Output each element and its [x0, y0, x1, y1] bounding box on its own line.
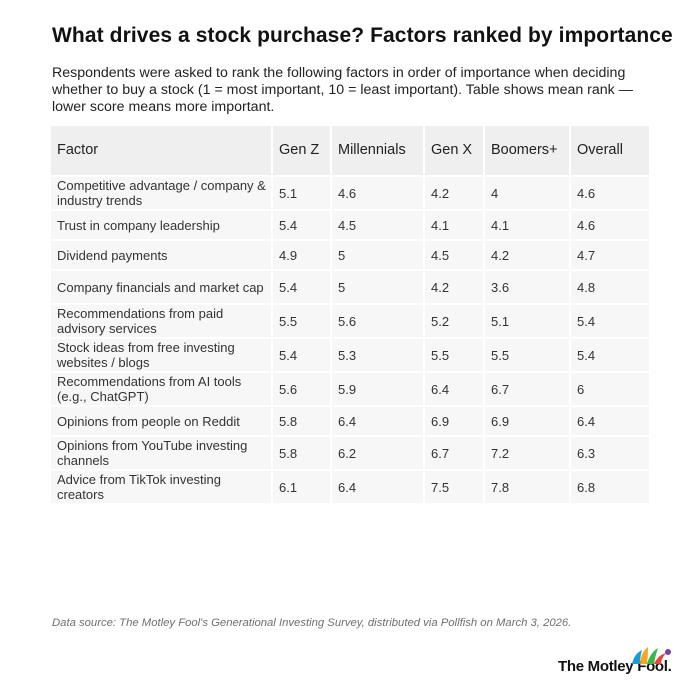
value-cell: 5.4	[571, 305, 649, 339]
value-cell: 4.8	[571, 271, 649, 305]
table-row: Opinions from YouTube investing channels…	[51, 437, 649, 471]
value-cell: 5.9	[332, 373, 425, 407]
column-header: Gen X	[425, 126, 485, 177]
value-cell: 4.2	[425, 271, 485, 305]
value-cell: 4.1	[425, 211, 485, 241]
column-header: Gen Z	[273, 126, 332, 177]
column-header: Millennials	[332, 126, 425, 177]
table-row: Recommendations from paid advisory servi…	[51, 305, 649, 339]
value-cell: 5.6	[332, 305, 425, 339]
factor-cell: Opinions from YouTube investing channels	[51, 437, 273, 471]
value-cell: 4.2	[425, 177, 485, 211]
value-cell: 6.1	[273, 471, 332, 505]
page-subtitle: Respondents were asked to rank the follo…	[52, 65, 633, 115]
value-cell: 5.8	[273, 407, 332, 437]
value-cell: 7.5	[425, 471, 485, 505]
value-cell: 6.7	[425, 437, 485, 471]
value-cell: 5	[332, 241, 425, 271]
table-header-row: Factor Gen Z Millennials Gen X Boomers+ …	[51, 126, 649, 177]
factor-cell: Dividend payments	[51, 241, 273, 271]
value-cell: 4.6	[571, 177, 649, 211]
value-cell: 4.6	[571, 211, 649, 241]
value-cell: 6.4	[425, 373, 485, 407]
value-cell: 3.6	[485, 271, 571, 305]
value-cell: 6.4	[332, 407, 425, 437]
value-cell: 4.7	[571, 241, 649, 271]
value-cell: 4.9	[273, 241, 332, 271]
value-cell: 6.9	[425, 407, 485, 437]
table-row: Opinions from people on Reddit 5.8 6.4 6…	[51, 407, 649, 437]
value-cell: 6.8	[571, 471, 649, 505]
value-cell: 6.4	[571, 407, 649, 437]
factor-cell: Stock ideas from free investing websites…	[51, 339, 273, 373]
value-cell: 5.2	[425, 305, 485, 339]
factor-cell: Competitive advantage / company & indust…	[51, 177, 273, 211]
value-cell: 6	[571, 373, 649, 407]
value-cell: 6.9	[485, 407, 571, 437]
table-row: Stock ideas from free investing websites…	[51, 339, 649, 373]
value-cell: 4.6	[332, 177, 425, 211]
factor-cell: Opinions from people on Reddit	[51, 407, 273, 437]
value-cell: 4.5	[332, 211, 425, 241]
value-cell: 5.4	[273, 339, 332, 373]
factor-cell: Recommendations from AI tools (e.g., Cha…	[51, 373, 273, 407]
factor-cell: Company financials and market cap	[51, 271, 273, 305]
table-row: Trust in company leadership 5.4 4.5 4.1 …	[51, 211, 649, 241]
factor-cell: Recommendations from paid advisory servi…	[51, 305, 273, 339]
value-cell: 6.3	[571, 437, 649, 471]
factor-cell: Trust in company leadership	[51, 211, 273, 241]
value-cell: 7.2	[485, 437, 571, 471]
table-row: Competitive advantage / company & indust…	[51, 177, 649, 211]
table-row: Recommendations from AI tools (e.g., Cha…	[51, 373, 649, 407]
jester-hat-icon	[632, 647, 671, 664]
data-source-note: Data source: The Motley Fool's Generatio…	[52, 617, 572, 629]
factor-cell: Advice from TikTok investing creators	[51, 471, 273, 505]
value-cell: 5.5	[485, 339, 571, 373]
value-cell: 4.1	[485, 211, 571, 241]
value-cell: 5.1	[273, 177, 332, 211]
value-cell: 5	[332, 271, 425, 305]
value-cell: 6.4	[332, 471, 425, 505]
value-cell: 5.3	[332, 339, 425, 373]
value-cell: 4	[485, 177, 571, 211]
page-title: What drives a stock purchase? Factors ra…	[52, 24, 673, 47]
value-cell: 5.4	[273, 271, 332, 305]
value-cell: 6.2	[332, 437, 425, 471]
column-header: Boomers+	[485, 126, 571, 177]
value-cell: 5.5	[273, 305, 332, 339]
value-cell: 5.4	[571, 339, 649, 373]
table-row: Company financials and market cap 5.4 5 …	[51, 271, 649, 305]
factor-rank-table: Factor Gen Z Millennials Gen X Boomers+ …	[51, 126, 649, 505]
column-header: Factor	[51, 126, 273, 177]
value-cell: 5.5	[425, 339, 485, 373]
table-row: Advice from TikTok investing creators 6.…	[51, 471, 649, 505]
table-row: Dividend payments 4.9 5 4.5 4.2 4.7	[51, 241, 649, 271]
value-cell: 5.4	[273, 211, 332, 241]
value-cell: 4.5	[425, 241, 485, 271]
value-cell: 7.8	[485, 471, 571, 505]
value-cell: 4.2	[485, 241, 571, 271]
value-cell: 5.1	[485, 305, 571, 339]
column-header: Overall	[571, 126, 649, 177]
value-cell: 5.6	[273, 373, 332, 407]
value-cell: 5.8	[273, 437, 332, 471]
value-cell: 6.7	[485, 373, 571, 407]
